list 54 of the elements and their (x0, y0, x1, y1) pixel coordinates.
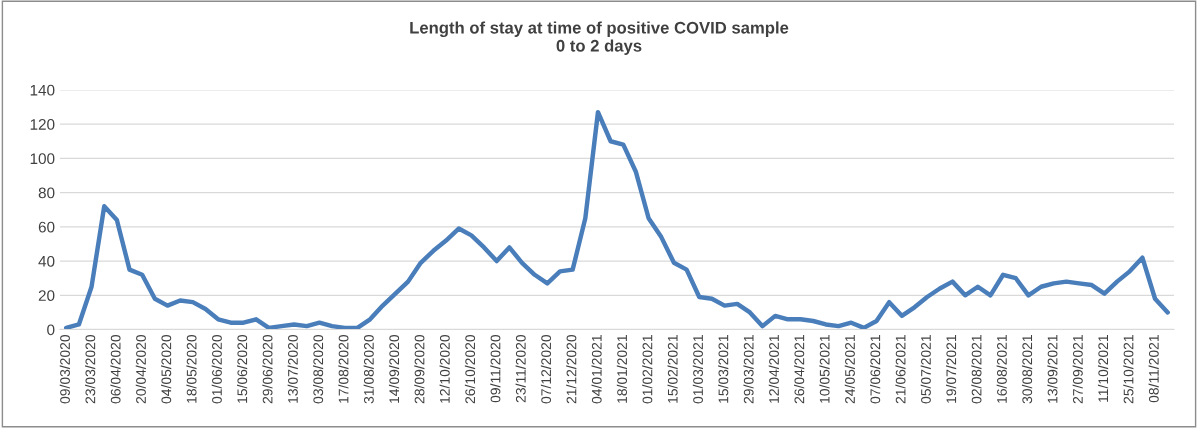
y-tick-label: 140 (30, 84, 55, 96)
x-tick-label: 26/04/2021 (794, 335, 805, 404)
x-tick-label: 06/04/2020 (110, 334, 121, 404)
x-tick-label: 16/08/2021 (996, 335, 1007, 403)
x-tick-label: 04/05/2020 (161, 334, 172, 404)
chart-title: Length of stay at time of positive COVID sample 0 to 2 days (410, 21, 789, 55)
y-tick-label: 40 (38, 255, 55, 267)
x-tick-label: 02/08/2021 (971, 335, 982, 404)
x-tick-label: 01/03/2021 (692, 335, 703, 404)
x-tick-label: 09/11/2020 (490, 334, 501, 403)
x-tick-label: 12/04/2021 (768, 335, 779, 403)
x-tick-label: 07/06/2021 (870, 335, 881, 404)
x-tick-label: 18/01/2021 (616, 335, 628, 403)
x-tick-label: 01/02/2021 (642, 335, 653, 404)
x-tick-label: 18/05/2020 (186, 334, 197, 403)
y-tick-label: 60 (38, 221, 55, 233)
x-tick-label: 13/09/2021 (1047, 335, 1058, 403)
x-tick-label: 15/03/2021 (718, 335, 729, 403)
x-tick-label: 31/08/2020 (363, 334, 374, 404)
x-tick-label: 21/06/2021 (895, 335, 906, 404)
x-tick-label: 13/07/2020 (287, 334, 298, 403)
x-tick-label: 17/08/2020 (338, 334, 349, 403)
x-tick-label: 01/06/2020 (211, 334, 222, 404)
x-tick-label: 15/06/2020 (237, 334, 248, 403)
x-tick-label: 19/07/2021 (946, 335, 957, 403)
y-tick-label: 120 (30, 118, 55, 130)
y-tick-label: 20 (38, 290, 55, 302)
x-tick-label: 29/06/2020 (262, 334, 273, 404)
x-tick-label: 30/08/2021 (1021, 335, 1033, 404)
x-tick-label: 10/05/2021 (819, 335, 830, 403)
x-tick-label: 15/02/2021 (667, 335, 678, 403)
x-tick-label: 24/05/2021 (844, 335, 855, 404)
x-tick-label: 26/10/2020 (464, 334, 476, 404)
x-tick-label: 14/09/2020 (388, 334, 400, 403)
x-tick-label: 21/12/2020 (566, 334, 577, 404)
x-tick-label: 12/10/2020 (439, 334, 450, 403)
x-tick-label: 04/01/2021 (591, 335, 602, 404)
x-tick-label: 23/03/2020 (85, 334, 96, 404)
y-tick-label: 100 (30, 153, 55, 165)
y-tick-label: 0 (47, 324, 55, 336)
x-tick-label: 27/09/2021 (1072, 335, 1083, 404)
x-tick-label: 20/04/2020 (135, 334, 146, 404)
x-tick-label: 07/12/2020 (540, 334, 552, 404)
x-tick-label: 23/11/2020 (515, 334, 526, 403)
x-tick-label: 11/10/2021 (1097, 335, 1109, 402)
line-series (64, 109, 1170, 330)
x-tick-label: 03/08/2020 (312, 334, 324, 404)
x-tick-label: 09/03/2020 (59, 334, 70, 404)
x-tick-label: 08/11/2021 (1148, 335, 1159, 403)
y-tick-label: 80 (38, 187, 55, 199)
x-tick-label: 25/10/2021 (1123, 335, 1134, 404)
x-tick-label: 05/07/2021 (920, 335, 931, 404)
x-tick-label: 29/03/2021 (743, 335, 754, 404)
x-tick-label: 28/09/2020 (414, 334, 425, 404)
